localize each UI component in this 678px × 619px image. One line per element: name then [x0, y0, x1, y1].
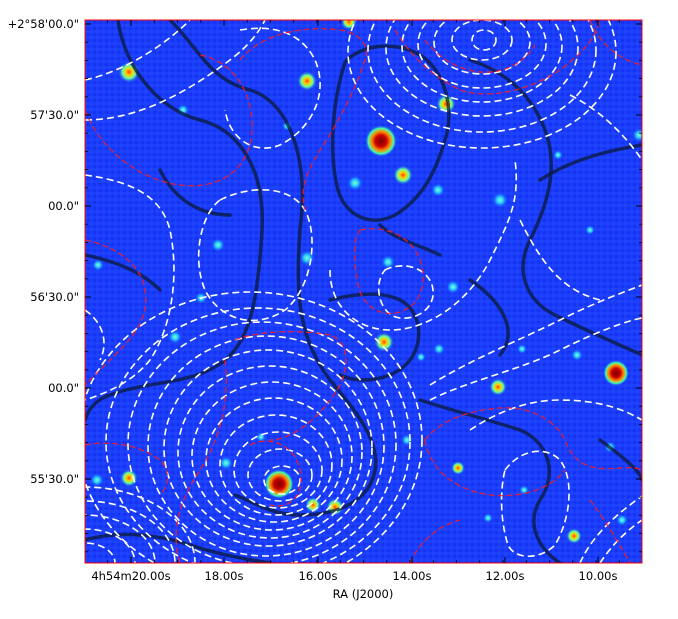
x-axis-title: RA (J2000)	[333, 587, 394, 601]
x-tick-label: 4h54m20.00s	[91, 569, 170, 583]
x-tick-label: 10.00s	[579, 569, 618, 583]
y-tick-label: 57'30.0"	[30, 108, 79, 122]
y-tick-label: 56'30.0"	[30, 290, 79, 304]
y-tick-label: 00.0"	[48, 199, 79, 213]
y-tick-label: +2°58'00.0"	[8, 17, 79, 31]
y-tick-labels: +2°58'00.0" 57'30.0" 00.0" 56'30.0" 00.0…	[8, 17, 79, 486]
image-panel	[0, 0, 642, 619]
x-tick-label: 18.00s	[205, 569, 244, 583]
y-tick-label: 00.0"	[48, 381, 79, 395]
minor-tick-marks	[85, 20, 642, 563]
x-tick-labels: 4h54m20.00s 18.00s 16.00s 14.00s 12.00s …	[91, 569, 617, 583]
y-tick-label: 55'30.0"	[30, 472, 79, 486]
x-tick-label: 16.00s	[299, 569, 338, 583]
white-dashed-contours	[0, 0, 642, 619]
x-tick-label: 12.00s	[486, 569, 525, 583]
sources	[90, 20, 642, 544]
red-dashed-contours	[85, 20, 642, 563]
x-tick-label: 14.00s	[393, 569, 432, 583]
